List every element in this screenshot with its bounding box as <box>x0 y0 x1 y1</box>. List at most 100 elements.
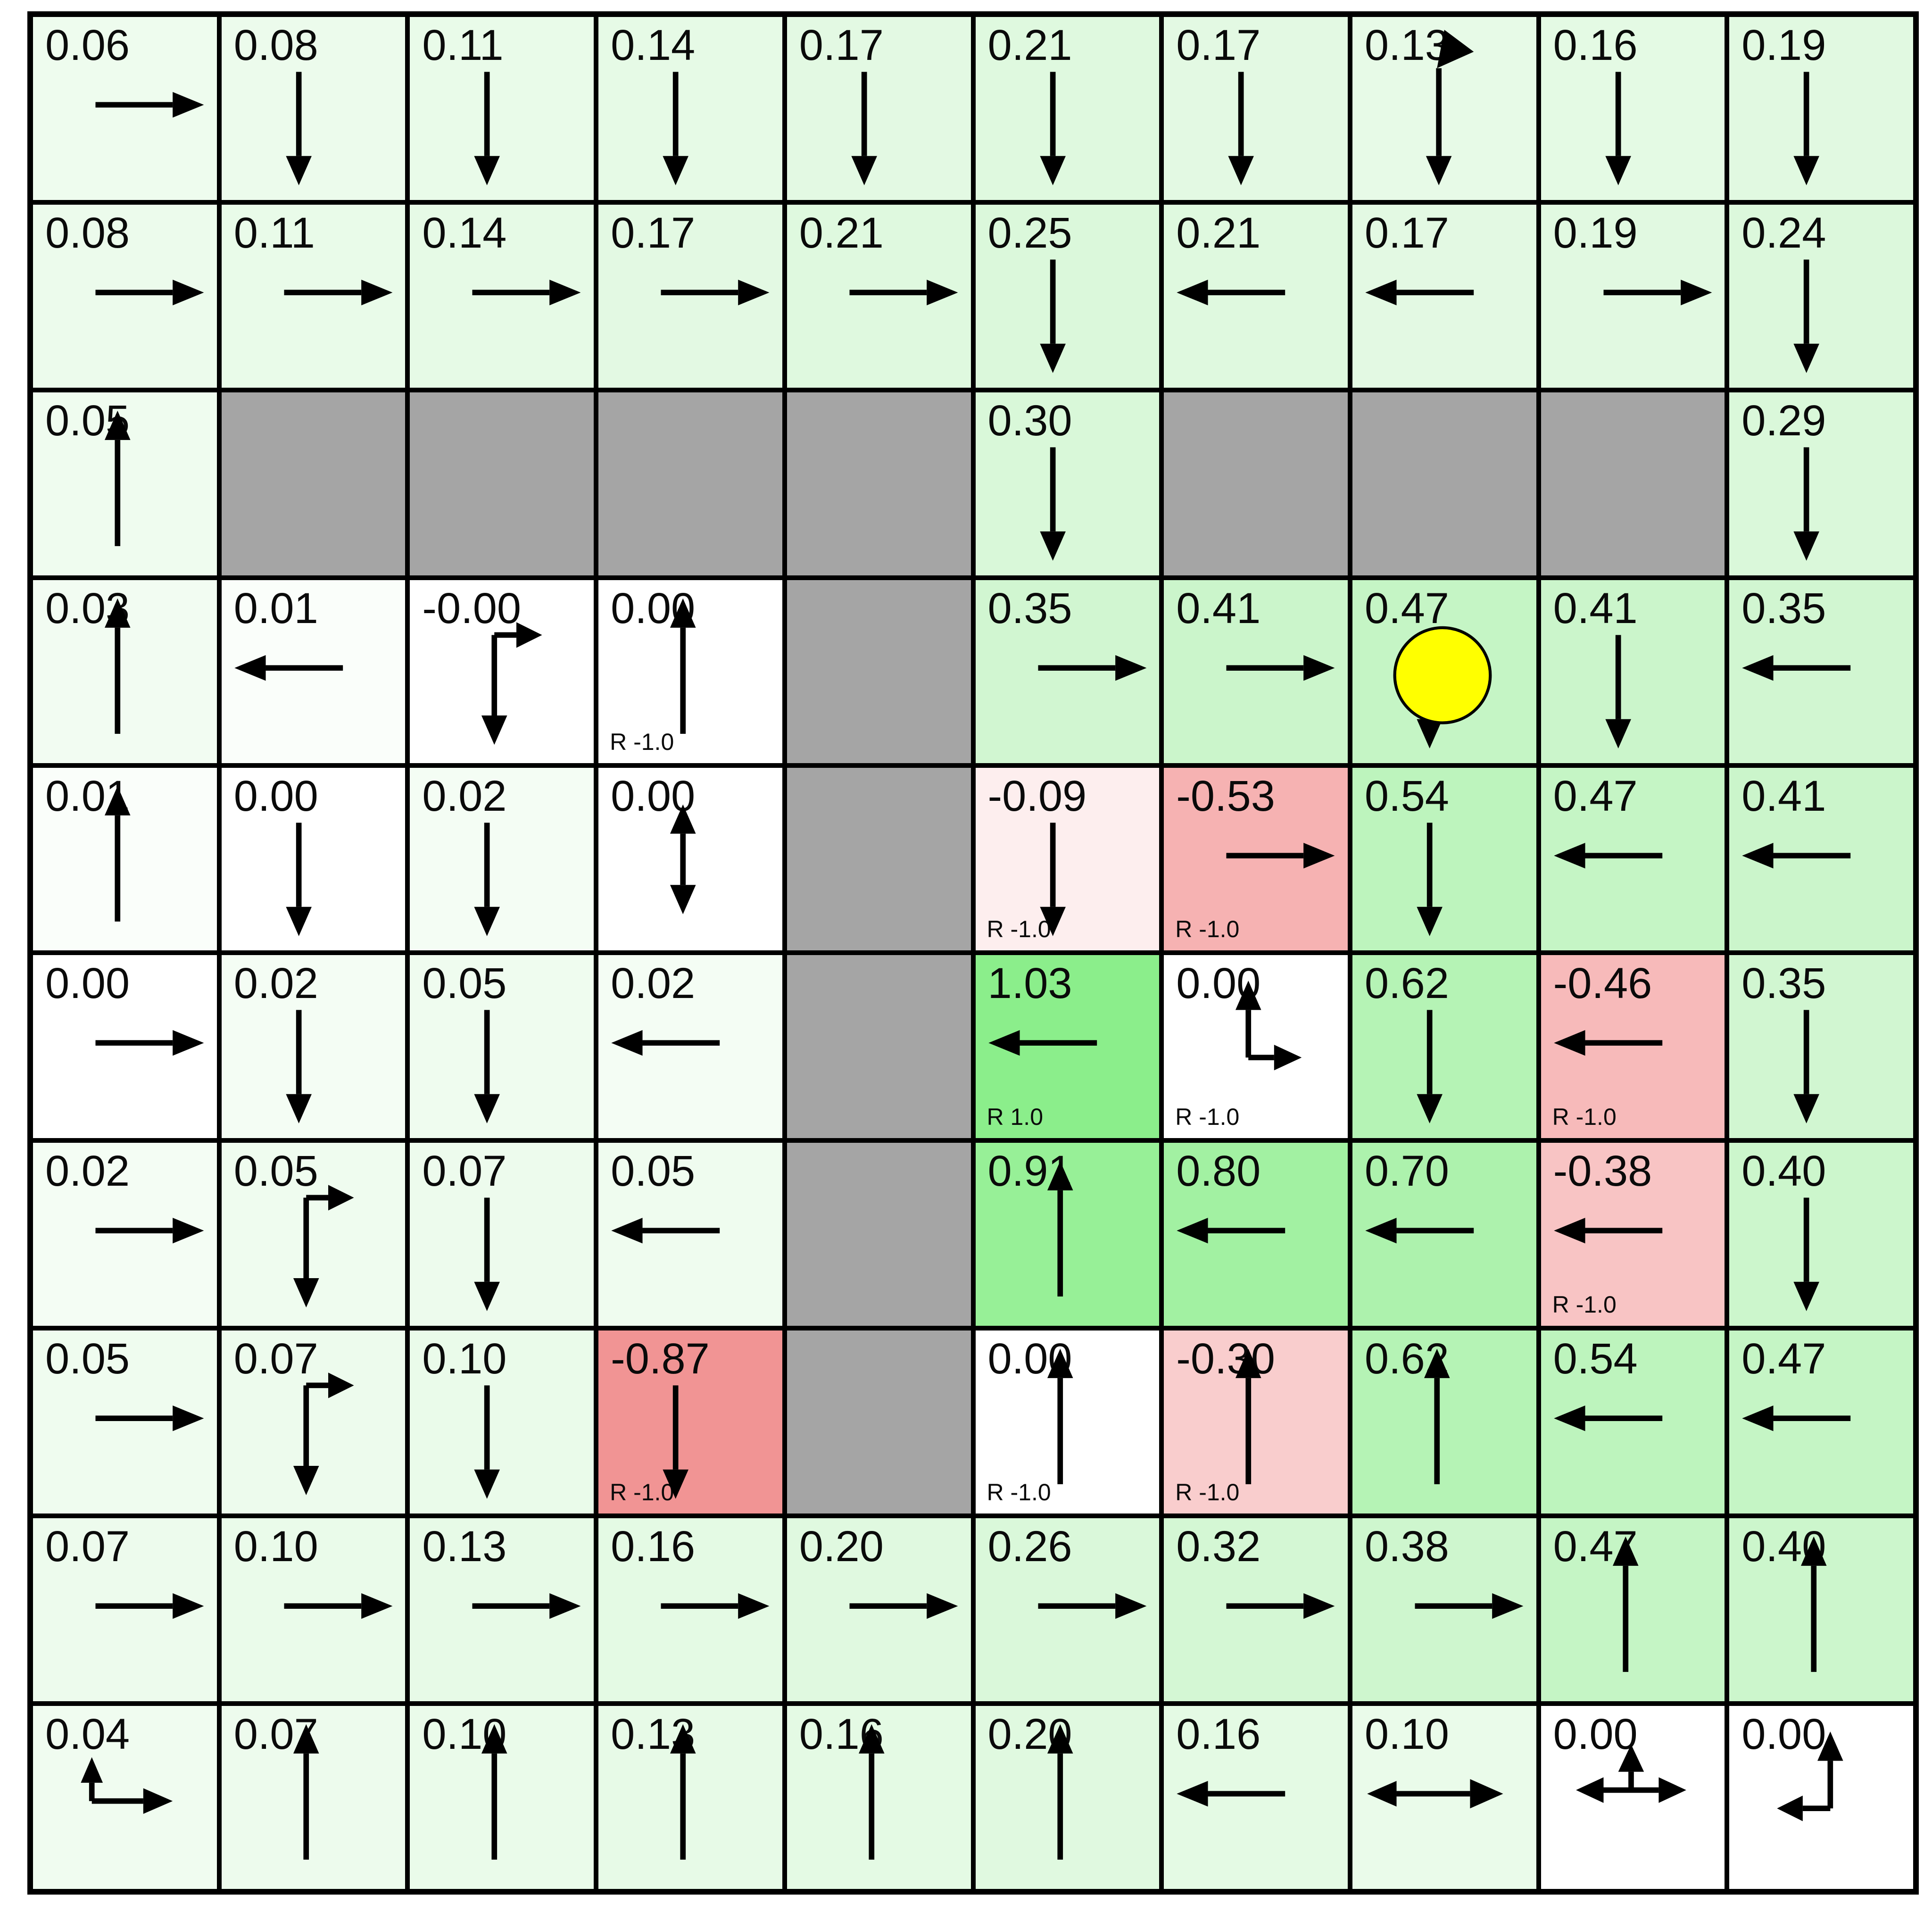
agent-circle <box>1393 626 1492 724</box>
state-cell-r1c8: 0.13 <box>1352 17 1536 200</box>
state-value: 0.26 <box>987 1522 1072 1571</box>
state-cell-r10c3: 0.10 <box>410 1706 594 1889</box>
state-cell-r7c10: 0.40 <box>1729 1143 1913 1326</box>
down-arrow-icon <box>1793 259 1820 373</box>
state-cell-r2c10: 0.24 <box>1729 204 1913 388</box>
state-cell-r7c2: 0.05 <box>221 1143 406 1326</box>
state-cell-r9c10: 0.40 <box>1729 1518 1913 1702</box>
state-value: 0.07 <box>422 1147 507 1196</box>
state-value: 0.29 <box>1741 396 1826 445</box>
left-arrow-icon <box>988 1030 1097 1056</box>
state-value: 0.17 <box>799 21 884 69</box>
right-arrow-icon <box>95 1030 204 1056</box>
up-arrow-icon <box>1047 1161 1073 1297</box>
state-cell-r2c7: 0.21 <box>1164 204 1348 388</box>
left-arrow-icon <box>1365 1218 1474 1244</box>
state-cell-r9c8: 0.38 <box>1352 1518 1536 1702</box>
left-arrow-icon <box>611 1218 720 1244</box>
right-down-arrows-icon <box>293 1185 354 1308</box>
right-arrow-icon <box>849 1593 958 1619</box>
down-arrow-icon <box>474 1010 500 1124</box>
state-value: -0.09 <box>987 772 1087 820</box>
up-left-arrows-icon <box>1777 1731 1843 1821</box>
right-arrow-icon <box>661 279 770 306</box>
state-cell-r7c6: 0.91 <box>975 1143 1160 1326</box>
state-cell-r6c8: 0.62 <box>1352 955 1536 1139</box>
up-arrow-icon <box>858 1724 885 1860</box>
state-cell-r9c1: 0.07 <box>33 1518 217 1702</box>
state-value: 0.10 <box>1364 1710 1449 1759</box>
state-cell-r2c6: 0.25 <box>975 204 1160 388</box>
state-value: 0.41 <box>1741 772 1826 820</box>
state-cell-r8c3: 0.10 <box>410 1331 594 1514</box>
state-value: 0.30 <box>987 396 1072 445</box>
wall-cell-r4c5 <box>787 580 971 763</box>
state-cell-r10c1: 0.04 <box>33 1706 217 1889</box>
state-value: 0.62 <box>1364 959 1449 1008</box>
reward-label: R -1.0 <box>1552 1291 1617 1318</box>
state-value: 0.35 <box>1741 959 1826 1008</box>
state-cell-r4c6: 0.35 <box>975 580 1160 763</box>
state-value: 0.10 <box>233 1522 318 1571</box>
wall-cell-r8c5 <box>787 1331 971 1514</box>
state-cell-r7c3: 0.07 <box>410 1143 594 1326</box>
state-value: -0.87 <box>611 1335 710 1383</box>
state-value: 0.16 <box>1176 1710 1261 1759</box>
state-cell-r6c2: 0.02 <box>221 955 406 1139</box>
state-cell-r1c1: 0.06 <box>33 17 217 200</box>
up-arrow-icon <box>104 598 131 734</box>
left-arrow-icon <box>1553 1030 1662 1056</box>
state-cell-r2c3: 0.14 <box>410 204 594 388</box>
state-value: 0.01 <box>233 584 318 632</box>
down-arrow-icon <box>286 1010 312 1124</box>
state-value: 0.02 <box>422 772 507 820</box>
state-value: 0.35 <box>1741 584 1826 632</box>
down-arrow-icon <box>851 72 877 185</box>
wall-cell-r3c8 <box>1352 392 1536 575</box>
left-right-arrows-icon <box>1367 1779 1503 1809</box>
reward-label: R -1.0 <box>1175 916 1240 943</box>
state-value: 0.04 <box>45 1710 130 1759</box>
state-cell-r10c9: 0.00 <box>1541 1706 1725 1889</box>
state-value: 0.02 <box>611 959 696 1008</box>
state-cell-r7c1: 0.02 <box>33 1143 217 1326</box>
right-arrow-icon <box>1037 655 1146 681</box>
state-value: 0.13 <box>422 1522 507 1571</box>
state-value: 0.21 <box>987 21 1072 69</box>
state-cell-r10c10: 0.00 <box>1729 1706 1913 1889</box>
state-cell-r8c6: 0.00 R -1.0 <box>975 1331 1160 1514</box>
up-down-arrows-icon <box>670 804 696 914</box>
state-cell-r7c9: -0.38 R -1.0 <box>1541 1143 1725 1326</box>
down-arrow-icon <box>1793 1010 1820 1124</box>
state-cell-r4c3: -0.00 <box>410 580 594 763</box>
state-cell-r2c5: 0.21 <box>787 204 971 388</box>
right-arrow-icon <box>284 1593 393 1619</box>
right-arrow-icon <box>95 1218 204 1244</box>
state-cell-r1c7: 0.17 <box>1164 17 1348 200</box>
right-arrow-icon <box>1037 1593 1146 1619</box>
state-value: 0.17 <box>1176 21 1261 69</box>
state-cell-r5c9: 0.47 <box>1541 767 1725 951</box>
wall-cell-r7c5 <box>787 1143 971 1326</box>
state-cell-r6c7: 0.00 R -1.0 <box>1164 955 1348 1139</box>
state-value: 0.14 <box>422 208 507 257</box>
left-arrow-icon <box>1742 655 1851 681</box>
state-value: 0.80 <box>1176 1147 1261 1196</box>
state-value: 0.00 <box>233 772 318 820</box>
right-arrow-icon <box>95 1405 204 1431</box>
state-cell-r2c2: 0.11 <box>221 204 406 388</box>
state-cell-r9c3: 0.13 <box>410 1518 594 1702</box>
state-value: 0.25 <box>987 208 1072 257</box>
state-cell-r7c4: 0.05 <box>598 1143 782 1326</box>
state-value: 0.16 <box>1553 21 1638 69</box>
up-arrow-icon <box>481 1724 507 1860</box>
state-cell-r3c6: 0.30 <box>975 392 1160 575</box>
wall-cell-r3c7 <box>1164 392 1348 575</box>
state-cell-r6c1: 0.00 <box>33 955 217 1139</box>
right-down-arrows-icon <box>481 622 542 745</box>
state-cell-r9c9: 0.47 <box>1541 1518 1725 1702</box>
state-cell-r5c2: 0.00 <box>221 767 406 951</box>
state-cell-r1c9: 0.16 <box>1541 17 1725 200</box>
up-arrow-icon <box>1424 1349 1450 1485</box>
up-arrow-icon <box>104 410 131 546</box>
